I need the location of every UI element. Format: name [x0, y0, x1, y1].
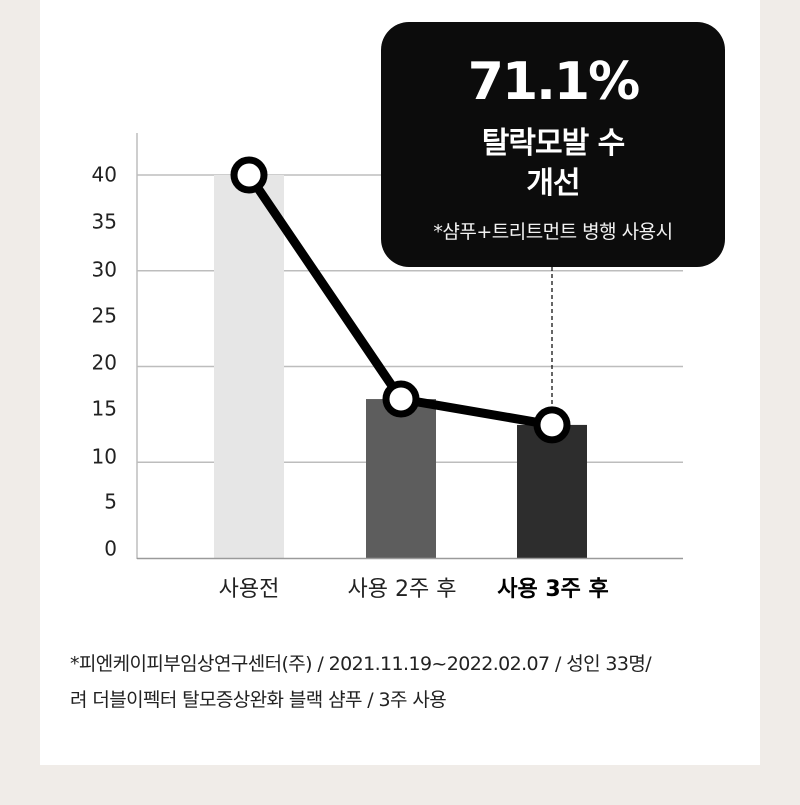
y-tick-label: 40 [92, 163, 117, 187]
callout-headline: 탈락모발 수 개선 [381, 124, 725, 204]
bar [366, 399, 436, 558]
y-tick-label: 0 [104, 537, 117, 561]
data-point [533, 406, 571, 444]
y-tick-label: 35 [92, 210, 117, 234]
y-tick-label: 30 [92, 258, 117, 282]
data-point [382, 380, 420, 418]
x-tick-label: 사용 3주 후 [497, 577, 609, 602]
footnote: *피엔케이피부임상연구센터(주) / 2021.11.19~2022.02.07… [70, 646, 750, 718]
x-tick-label: 사용전 [219, 577, 280, 602]
bar [517, 424, 587, 558]
bar [214, 175, 284, 558]
callout-headline-line2: 개선 [526, 166, 580, 201]
callout-box: 71.1% 탈락모발 수 개선 *샴푸+트리트먼트 병행 사용시 [381, 22, 725, 267]
y-tick-label: 15 [92, 397, 117, 421]
y-tick-label: 5 [104, 490, 117, 514]
callout-note: *샴푸+트리트먼트 병행 사용시 [433, 221, 673, 243]
y-tick-label: 25 [92, 304, 117, 328]
x-tick-label: 사용 2주 후 [348, 577, 457, 602]
footnote-line2: 려 더블이펙터 탈모증상완화 블랙 샴푸 / 3주 사용 [70, 689, 447, 711]
footnote-line1: *피엔케이피부임상연구센터(주) / 2021.11.19~2022.02.07… [70, 653, 652, 675]
y-tick-label: 20 [92, 351, 117, 375]
y-tick-label: 10 [92, 445, 117, 469]
callout-headline-line1: 탈락모발 수 [481, 126, 625, 161]
data-point [230, 156, 268, 194]
callout-percent: 71.1% [467, 52, 640, 112]
chart: 0 5 10 15 20 25 30 35 40 사용전 사용 2주 후 사용 3주 후 [92, 133, 683, 602]
